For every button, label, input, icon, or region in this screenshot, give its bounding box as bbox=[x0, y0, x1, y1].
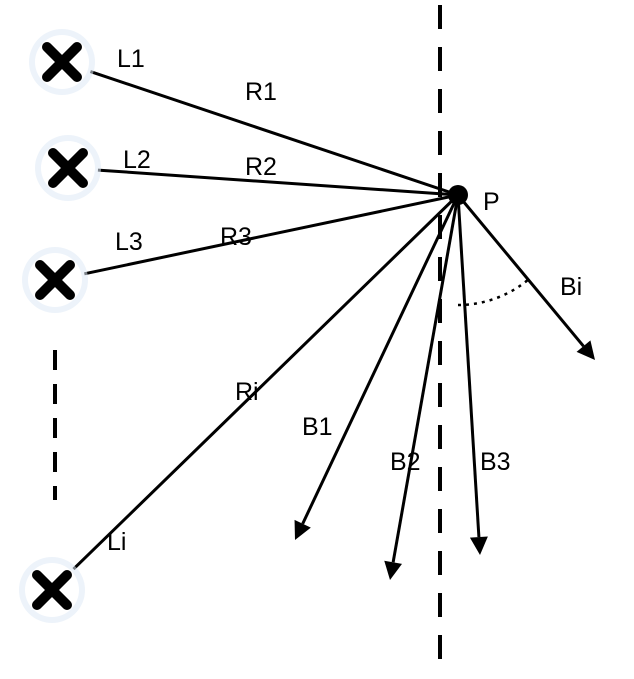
point-p bbox=[448, 185, 468, 205]
label-B2: B2 bbox=[390, 448, 421, 476]
b-arrow-Bi-shaft bbox=[458, 195, 584, 346]
label-B3: B3 bbox=[480, 448, 511, 476]
b-arrow-B2-head bbox=[384, 561, 402, 580]
label-L1: L1 bbox=[117, 45, 145, 73]
b-arrow-B3-shaft bbox=[458, 195, 479, 537]
label-B1: B1 bbox=[302, 413, 333, 441]
r-line-L2 bbox=[98, 170, 458, 195]
physics-diagram: L1 R1 L2 R2 L3 R3 Li Ri B1 B2 B3 Bi P bbox=[0, 0, 634, 679]
label-L3: L3 bbox=[115, 228, 143, 256]
label-P: P bbox=[483, 188, 500, 216]
angle-arc-bi bbox=[458, 280, 528, 305]
label-Bi: Bi bbox=[560, 273, 582, 301]
b-arrow-B3-head bbox=[470, 536, 488, 555]
label-L2: L2 bbox=[123, 146, 151, 174]
b-arrow-B1-shaft bbox=[303, 195, 458, 524]
label-R2: R2 bbox=[245, 153, 277, 181]
label-Ri: Ri bbox=[235, 378, 259, 406]
label-Li: Li bbox=[107, 528, 126, 556]
label-R3: R3 bbox=[220, 223, 252, 251]
label-R1: R1 bbox=[245, 78, 277, 106]
